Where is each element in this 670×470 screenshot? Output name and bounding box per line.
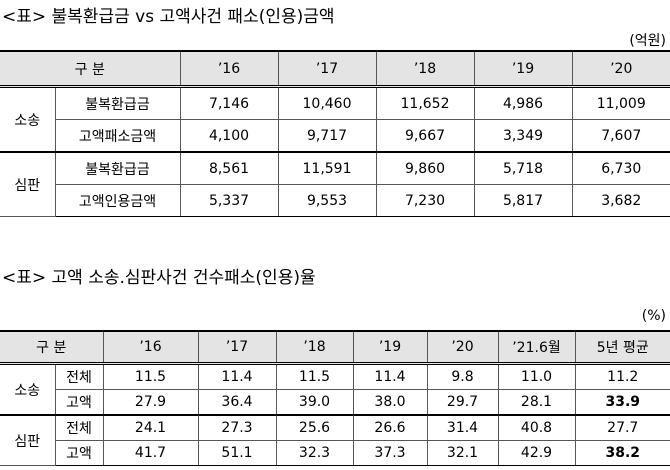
header-cell: ’21.6월 [497,330,576,365]
unit-label: (%) [641,308,666,324]
header-cell: 5년 평균 [574,330,670,365]
header-cell: ’18 [375,50,475,88]
row-label: 고액인용금액 [55,184,181,217]
value-cell: 27.9 [102,389,199,416]
value-cell: 32.1 [426,440,499,466]
header-cell: ’20 [426,330,499,365]
value-cell: 3,682 [571,184,670,217]
value-cell: 36.4 [197,389,277,416]
value-cell: 38.0 [352,389,428,416]
value-cell: 31.4 [426,414,499,441]
value-cell: 7,230 [375,184,475,217]
value-cell: 9,717 [277,119,377,153]
value-cell: 7,146 [179,85,279,120]
group-label: 심판 [0,151,56,217]
group-label: 소송 [0,362,56,416]
value-cell: 11.0 [497,362,576,390]
row-label: 고액 [55,440,104,466]
unit-label: (억원) [629,33,666,49]
table-body: 구 분 ’16’17’18’19’20 소송 불복환급금 7,146 10,460 11,6… [0,50,670,217]
value-cell: 9,553 [277,184,377,217]
value-cell: 6,730 [571,151,670,185]
value-cell: 41.7 [102,440,199,466]
header-cell: ’19 [352,330,428,365]
data-row: 고액패소금액 4,100 9,717 9,667 3,349 7,607 [0,119,670,153]
data-table: 구 분 ’16’17’18’19’20 소송 불복환급금 7,146 10,460 11,6… [0,50,670,217]
header-cell: ’20 [571,50,670,88]
value-cell: 10,460 [277,85,377,120]
value-cell: 4,100 [179,119,279,153]
row-label: 불복환급금 [54,85,181,120]
value-cell: 11,009 [571,85,670,120]
group-label: 소송 [0,85,56,153]
header-cell: ’18 [275,330,354,365]
value-cell: 11.5 [275,362,354,390]
value-cell: 27.3 [197,414,277,441]
header-cell: 구 분 [0,50,181,88]
header-cell: ’17 [277,50,377,88]
row-label: 전체 [54,414,104,441]
data-table: 구 분 ’16’17’18’19’20’21.6월 5년 평균 소송 전체 11.5 11.… [0,330,670,466]
header-row: 구 분 ’16’17’18’19’20’21.6월 5년 평균 [0,330,670,365]
value-cell: 11.5 [102,362,199,390]
data-row: 심판 불복환급금 8,561 11,591 9,860 5,718 6,730 [0,151,670,217]
table-title: <표> 불복환급금 vs 고액사건 패소(인용)금액 [2,7,335,27]
data-row: 고액 41.7 51.1 32.3 37.3 32.1 42.9 38.2 [0,440,670,466]
value-cell: 8,561 [179,151,279,185]
data-row: 소송 불복환급금 7,146 10,460 11,652 4,986 11,009 [0,85,670,153]
value-cell: 3,349 [473,119,573,153]
value-cell: 5,817 [473,184,573,217]
value-cell: 32.3 [275,440,354,466]
row-label: 전체 [54,362,104,390]
value-cell: 11,591 [277,151,377,185]
value-cell: 25.6 [275,414,354,441]
value-cell: 7,607 [571,119,670,153]
header-cell: ’16 [179,50,279,88]
value-cell: 40.8 [497,414,576,441]
value-cell: 51.1 [197,440,277,466]
group-label: 심판 [0,414,56,466]
value-cell: 24.1 [102,414,199,441]
value-cell: 9,860 [375,151,475,185]
value-cell: 42.9 [497,440,576,466]
row-label: 고액 [55,389,104,416]
row-label: 불복환급금 [54,151,181,185]
header-cell: ’17 [197,330,277,365]
value-cell: 5,337 [179,184,279,217]
value-cell: 28.1 [497,389,576,416]
value-cell: 29.7 [426,389,499,416]
header-cell: 구 분 [0,330,104,365]
value-cell: 11.2 [574,362,670,390]
value-cell: 26.6 [352,414,428,441]
value-cell: 11,652 [375,85,475,120]
table-title: <표> 고액 소송.심판사건 건수패소(인용)율 [2,268,316,288]
row-label: 고액패소금액 [55,119,181,153]
header-row: 구 분 ’16’17’18’19’20 [0,50,670,88]
value-cell: 5,718 [473,151,573,185]
value-cell: 11.4 [197,362,277,390]
value-cell: 38.2 [574,440,670,466]
table-body: 구 분 ’16’17’18’19’20’21.6월 5년 평균 소송 전체 11.5 11.… [0,330,670,466]
data-row: 심판 전체 24.1 27.3 25.6 26.6 31.4 40.8 27.7 [0,414,670,466]
value-cell: 27.7 [574,414,670,441]
header-cell: ’19 [473,50,573,88]
value-cell: 39.0 [275,389,354,416]
value-cell: 33.9 [574,389,670,416]
value-cell: 4,986 [473,85,573,120]
header-cell: ’16 [102,330,199,365]
value-cell: 9.8 [426,362,499,390]
data-row: 고액인용금액 5,337 9,553 7,230 5,817 3,682 [0,184,670,217]
value-cell: 9,667 [375,119,475,153]
value-cell: 37.3 [352,440,428,466]
data-row: 고액 27.9 36.4 39.0 38.0 29.7 28.1 33.9 [0,389,670,416]
data-row: 소송 전체 11.5 11.4 11.5 11.4 9.8 11.0 11.2 [0,362,670,416]
value-cell: 11.4 [352,362,428,390]
